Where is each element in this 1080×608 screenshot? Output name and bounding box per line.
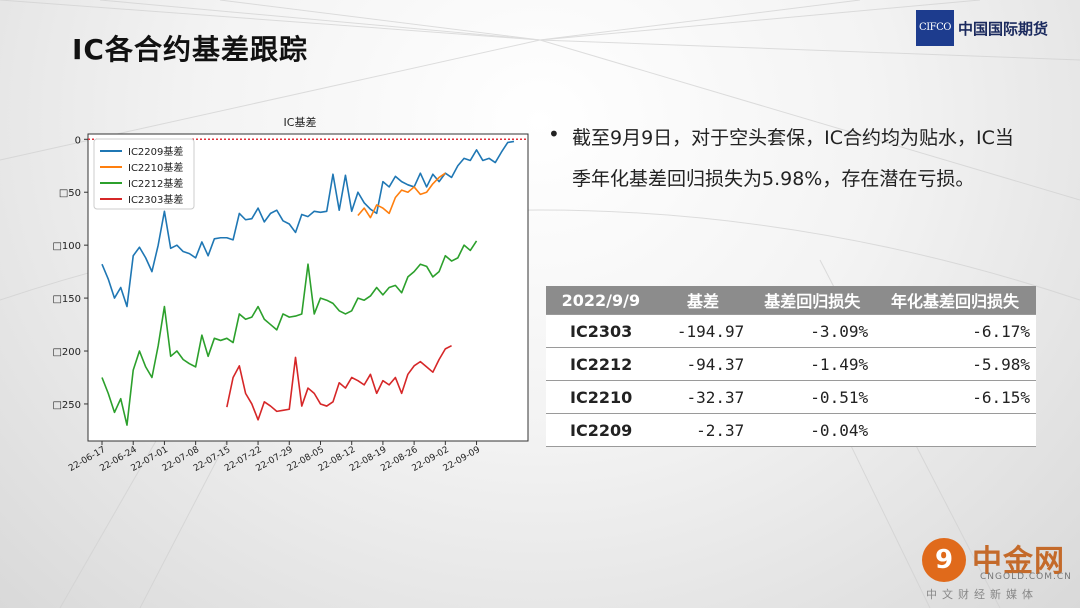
series-line-2 bbox=[357, 172, 446, 219]
table-header-date: 2022/9/9 bbox=[546, 286, 656, 315]
series-line-3 bbox=[101, 240, 478, 426]
table-row: IC2210 -32.37 -0.51% -6.15% bbox=[546, 380, 1036, 414]
regression-loss: -0.51% bbox=[750, 380, 875, 414]
basis-value: -194.97 bbox=[655, 314, 751, 348]
cifco-logo: CIFCO 中国国际期货 bbox=[916, 10, 1068, 46]
table-header-annualized-loss: 年化基差回归损失 bbox=[874, 286, 1036, 315]
contract-code: IC2212 bbox=[546, 347, 656, 381]
cngold-tagline: 中文财经新媒体 bbox=[926, 588, 1038, 601]
y-tick-label: □50 bbox=[59, 188, 81, 199]
basis-value: -2.37 bbox=[655, 413, 751, 447]
commentary-text: 截至9月9日，对于空头套保，IC合约均为贴水，IC当季年化基差回归损失为5.98… bbox=[572, 127, 1014, 190]
cifco-logo-mark: CIFCO bbox=[916, 10, 954, 46]
y-tick-label: □150 bbox=[52, 294, 81, 305]
cngold-logo-icon: 9 bbox=[922, 538, 966, 582]
cngold-url: CNGOLD.COM.CN bbox=[980, 572, 1072, 582]
chart-title: IC基差 bbox=[284, 115, 317, 129]
contract-code: IC2210 bbox=[546, 380, 656, 414]
table-row: IC2212 -94.37 -1.49% -5.98% bbox=[546, 347, 1036, 381]
bullet-dot: • bbox=[548, 122, 560, 146]
table-row: IC2303 -194.97 -3.09% -6.17% bbox=[546, 314, 1036, 348]
table-header-regression-loss: 基差回归损失 bbox=[750, 286, 875, 315]
annualized-loss: -5.98% bbox=[874, 347, 1036, 381]
y-tick-label: □100 bbox=[52, 241, 81, 252]
basis-value: -32.37 bbox=[655, 380, 751, 414]
table-header-basis: 基差 bbox=[655, 286, 751, 315]
slide-title: IC各合约基差跟踪 bbox=[72, 33, 308, 66]
basis-table: 2022/9/9 基差 基差回归损失 年化基差回归损失 IC2303 -194.… bbox=[546, 286, 1036, 447]
legend-label: IC2303基差 bbox=[128, 193, 183, 206]
regression-loss: -1.49% bbox=[750, 347, 875, 381]
legend-label: IC2210基差 bbox=[128, 161, 183, 174]
cngold-name: 中金网 bbox=[972, 544, 1065, 579]
cngold-watermark: 9 中金网 CNGOLD.COM.CN 中文财经新媒体 bbox=[922, 534, 1072, 604]
basis-line-chart: IC基差0□50□100□150□200□25022-06-1722-06-24… bbox=[52, 115, 529, 474]
series-line-4 bbox=[226, 345, 452, 421]
regression-loss: -3.09% bbox=[750, 314, 875, 348]
y-tick-label: 0 bbox=[75, 135, 81, 146]
series-line-1 bbox=[101, 140, 515, 308]
legend-label: IC2212基差 bbox=[128, 177, 183, 190]
contract-code: IC2303 bbox=[546, 314, 656, 348]
annualized-loss: -6.17% bbox=[874, 314, 1036, 348]
basis-value: -94.37 bbox=[655, 347, 751, 381]
annualized-loss: -6.15% bbox=[874, 380, 1036, 414]
annualized-loss bbox=[874, 413, 1036, 447]
y-tick-label: □200 bbox=[52, 347, 81, 358]
y-tick-label: □250 bbox=[52, 400, 81, 411]
regression-loss: -0.04% bbox=[750, 413, 875, 447]
contract-code: IC2209 bbox=[546, 413, 656, 447]
legend-label: IC2209基差 bbox=[128, 145, 183, 158]
table-row: IC2209 -2.37 -0.04% bbox=[546, 413, 1036, 447]
legend-box bbox=[93, 138, 195, 210]
table-header-row: 2022/9/9 基差 基差回归损失 年化基差回归损失 bbox=[546, 286, 1036, 315]
cifco-logo-text: 中国国际期货 bbox=[958, 20, 1049, 38]
